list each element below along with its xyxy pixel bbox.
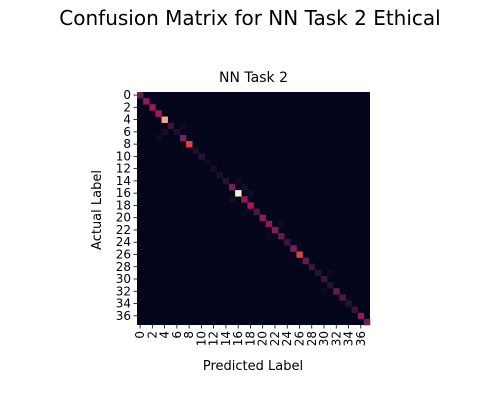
heatmap-cell-diagonal (308, 263, 316, 271)
heatmap-cell-diagonal (241, 196, 248, 203)
heatmap-cell-offdiag (241, 208, 248, 215)
heatmap-cell-diagonal (167, 122, 175, 130)
x-tick-label: 18 (243, 331, 257, 346)
heatmap-cell-diagonal (284, 239, 291, 246)
heatmap-cell-diagonal (235, 190, 242, 197)
y-tick-label: 28 (116, 260, 131, 274)
y-tick-label: 26 (116, 247, 131, 261)
x-tick-label: 32 (329, 331, 343, 346)
heatmap-cell-offdiag (278, 220, 285, 228)
y-tick-label: 22 (116, 223, 131, 237)
x-tick-label: 26 (292, 331, 306, 346)
heatmap-cell-diagonal (198, 153, 205, 160)
heatmap-cell-offdiag (235, 177, 242, 185)
x-tick-label: 24 (280, 331, 294, 346)
y-tick-label: 10 (116, 149, 131, 163)
heatmap-cell-diagonal (192, 147, 199, 154)
y-tick-label: 24 (116, 235, 131, 249)
heatmap-cell-diagonal (143, 98, 150, 105)
heatmap-cell-offdiag (155, 134, 162, 142)
heatmap-cell-offdiag (241, 183, 248, 191)
y-tick-label: 14 (116, 174, 131, 188)
heatmap-cell-diagonal (173, 128, 181, 136)
y-tick-label: 2 (123, 100, 131, 114)
x-tick-label: 12 (207, 331, 221, 346)
heatmap-cell-diagonal (259, 214, 267, 222)
heatmap-cell-offdiag (320, 288, 328, 295)
heatmap-cell-diagonal (333, 288, 340, 295)
heatmap-cell-diagonal (339, 294, 346, 301)
y-tick-label: 20 (116, 211, 131, 225)
heatmap-cell-offdiag (179, 122, 187, 130)
x-tick-label: 30 (317, 331, 331, 346)
x-tick-label: 20 (256, 331, 270, 346)
heatmap-cell-offdiag (247, 190, 254, 197)
heatmap-cell-diagonal (363, 318, 371, 326)
heatmap-cell-diagonal (345, 300, 352, 307)
heatmap-cell-diagonal (247, 202, 254, 209)
figure-title: Confusion Matrix for NN Task 2 Ethical (59, 6, 441, 30)
x-tick-label: 10 (194, 331, 208, 346)
heatmap-cell-diagonal (290, 245, 297, 252)
heatmap-cell-diagonal (296, 251, 303, 258)
x-tick-label: 2 (145, 331, 159, 339)
x-tick-label: 8 (182, 331, 196, 339)
heatmap-cells (137, 92, 371, 326)
heatmap-cell-diagonal (204, 159, 211, 166)
x-tick-label: 16 (231, 331, 245, 346)
heatmap-cell-offdiag (265, 233, 273, 240)
x-tick-label: 14 (219, 331, 233, 346)
x-tick-label: 6 (170, 331, 184, 339)
y-tick-label: 34 (116, 297, 131, 311)
x-tick-label: 22 (268, 331, 282, 346)
y-tick-label: 16 (116, 186, 131, 200)
heatmap-cell-diagonal (228, 183, 236, 191)
heatmap-cell-diagonal (186, 141, 193, 148)
heatmap-cell-diagonal (210, 165, 218, 173)
x-tick-label: 0 (133, 331, 147, 339)
chart-title: NN Task 2 (219, 70, 288, 86)
heatmap-cell-diagonal (357, 312, 365, 320)
x-axis-label: Predicted Label (203, 359, 303, 374)
heatmap-cell-diagonal (327, 282, 334, 289)
x-tick-label: 28 (305, 331, 319, 346)
heatmap-cell-diagonal (278, 233, 285, 240)
y-tick-label: 32 (116, 284, 131, 298)
x-tick-label: 36 (354, 331, 368, 346)
heatmap-cell-diagonal (216, 171, 224, 179)
heatmap-cell-offdiag (228, 196, 236, 203)
x-tick-label: 34 (342, 331, 356, 346)
heatmap-cell-diagonal (155, 110, 162, 117)
y-tick-label: 36 (116, 309, 131, 323)
y-tick-label: 18 (116, 198, 131, 212)
heatmap-cell-diagonal (222, 177, 230, 185)
heatmap-cell-diagonal (253, 208, 260, 215)
y-tick-label: 6 (123, 125, 131, 139)
heatmap-cell-offdiag (327, 269, 334, 277)
heatmap-cell-diagonal (265, 220, 273, 228)
x-tick-label: 4 (158, 331, 172, 339)
heatmap-cell-diagonal (351, 306, 359, 314)
heatmap-cell-diagonal (320, 275, 328, 283)
y-tick-label: 12 (116, 162, 131, 176)
y-tick-label: 30 (116, 272, 131, 286)
y-tick-label: 8 (123, 137, 131, 151)
heatmap-cell-diagonal (137, 92, 144, 99)
heatmap-cell-offdiag (161, 128, 168, 136)
heatmap-cell-diagonal (314, 269, 322, 277)
y-axis-label: Actual Label (90, 170, 105, 250)
heatmap-cell-diagonal (179, 134, 187, 142)
heatmap-cell-diagonal (271, 226, 279, 234)
heatmap-cell-diagonal (302, 257, 309, 264)
y-tick-label: 0 (123, 88, 131, 102)
y-tick-label: 4 (123, 113, 131, 127)
heatmap-cell-diagonal (149, 104, 156, 111)
heatmap-cell-diagonal (161, 116, 168, 123)
